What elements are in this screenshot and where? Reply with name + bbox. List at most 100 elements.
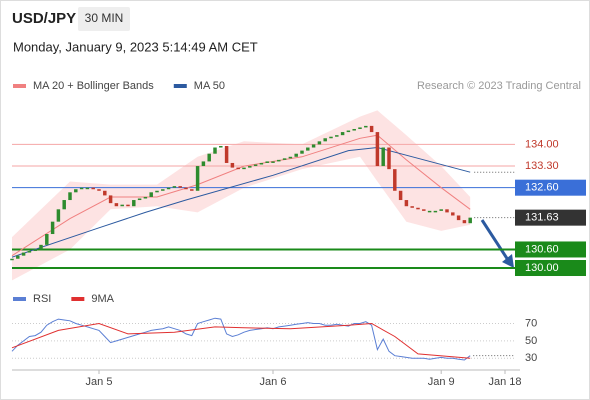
legend-label: RSI [33,293,51,305]
x-tick-label: Jan 18 [488,376,521,388]
candle [311,144,316,148]
candle [33,249,37,252]
candle [456,215,461,221]
level-badge [515,241,586,258]
candle [422,209,426,211]
candle [387,147,391,170]
candle [393,169,397,191]
candle [242,167,246,170]
current-badge-label: 131.63 [525,212,559,224]
candle [149,192,153,197]
forecast-arrow [480,219,510,261]
candle [445,209,449,213]
candle [294,153,298,157]
candle [317,141,322,145]
candle [224,145,229,163]
legend-swatch [13,297,26,301]
candle [108,195,113,204]
forecast-arrowhead [502,254,514,268]
candle [143,196,148,199]
candle [282,158,287,160]
candle [468,217,472,224]
level-label: 134.00 [525,138,559,150]
datetime: Monday, January 9, 2023 5:14:49 AM CET [13,39,258,54]
candle [195,166,200,191]
candle [236,167,240,170]
candle [178,186,182,188]
candle [358,127,362,129]
candle [39,244,43,250]
candle [21,252,26,256]
legend-label: 9MA [91,293,114,305]
candle [85,187,90,190]
legend-swatch [71,297,85,301]
candle [439,209,443,211]
level-label: 133.30 [525,160,559,172]
candle [259,162,264,165]
candle [340,132,345,136]
candle [288,156,293,159]
candle [161,189,165,191]
candle [155,190,159,193]
candle [346,130,351,133]
level-badge-label: 130.60 [525,243,559,255]
candle [56,209,61,222]
candle [335,135,339,137]
candle [126,204,130,207]
indicator-line [11,322,471,359]
candle [16,255,20,259]
candle [462,220,467,224]
candle [416,207,420,210]
y-tick-label: 70 [525,317,537,329]
candle [50,221,55,235]
y-tick-label: 50 [525,335,537,347]
candle [62,200,66,210]
candle [132,200,136,207]
ma-line [11,146,471,258]
candle [265,161,269,163]
candle [404,200,409,207]
candle [253,164,258,167]
level-badge [515,179,586,196]
candle [219,145,223,148]
x-tick-label: Jan 6 [260,376,287,388]
candle [190,189,194,191]
candle [398,190,403,201]
candle [91,187,95,190]
legend-swatch [173,84,187,88]
legend-label: MA 20 + Bollinger Bands [33,80,154,92]
legend-label: MA 50 [194,80,225,92]
x-tick-label: Jan 9 [428,376,455,388]
candle [166,187,171,190]
candle [451,212,455,216]
timeframe: 30 MIN [85,11,124,25]
legend-swatch [13,84,26,88]
timeframe-badge[interactable] [78,7,130,31]
level-badge [515,260,586,277]
y-tick-label: 30 [525,352,537,364]
candle [277,159,281,162]
candle [364,125,368,128]
candle [352,128,356,131]
candle [323,138,327,142]
candle [433,210,438,213]
symbol: USD/JPY [12,10,76,27]
candle [120,204,124,207]
candle [103,190,107,196]
level-badge-label: 130.00 [525,262,559,274]
candle [10,258,14,261]
level-badge-label: 132.60 [525,182,559,194]
candle [213,147,217,154]
candle [271,161,275,163]
candle [45,234,49,245]
current-badge [515,209,586,226]
candle [97,189,101,191]
candle [369,125,374,133]
candle [230,162,235,168]
candle [300,150,304,154]
bollinger-band [12,110,471,281]
x-tick-label: Jan 5 [86,376,113,388]
candle [184,187,188,190]
candle [306,147,310,151]
